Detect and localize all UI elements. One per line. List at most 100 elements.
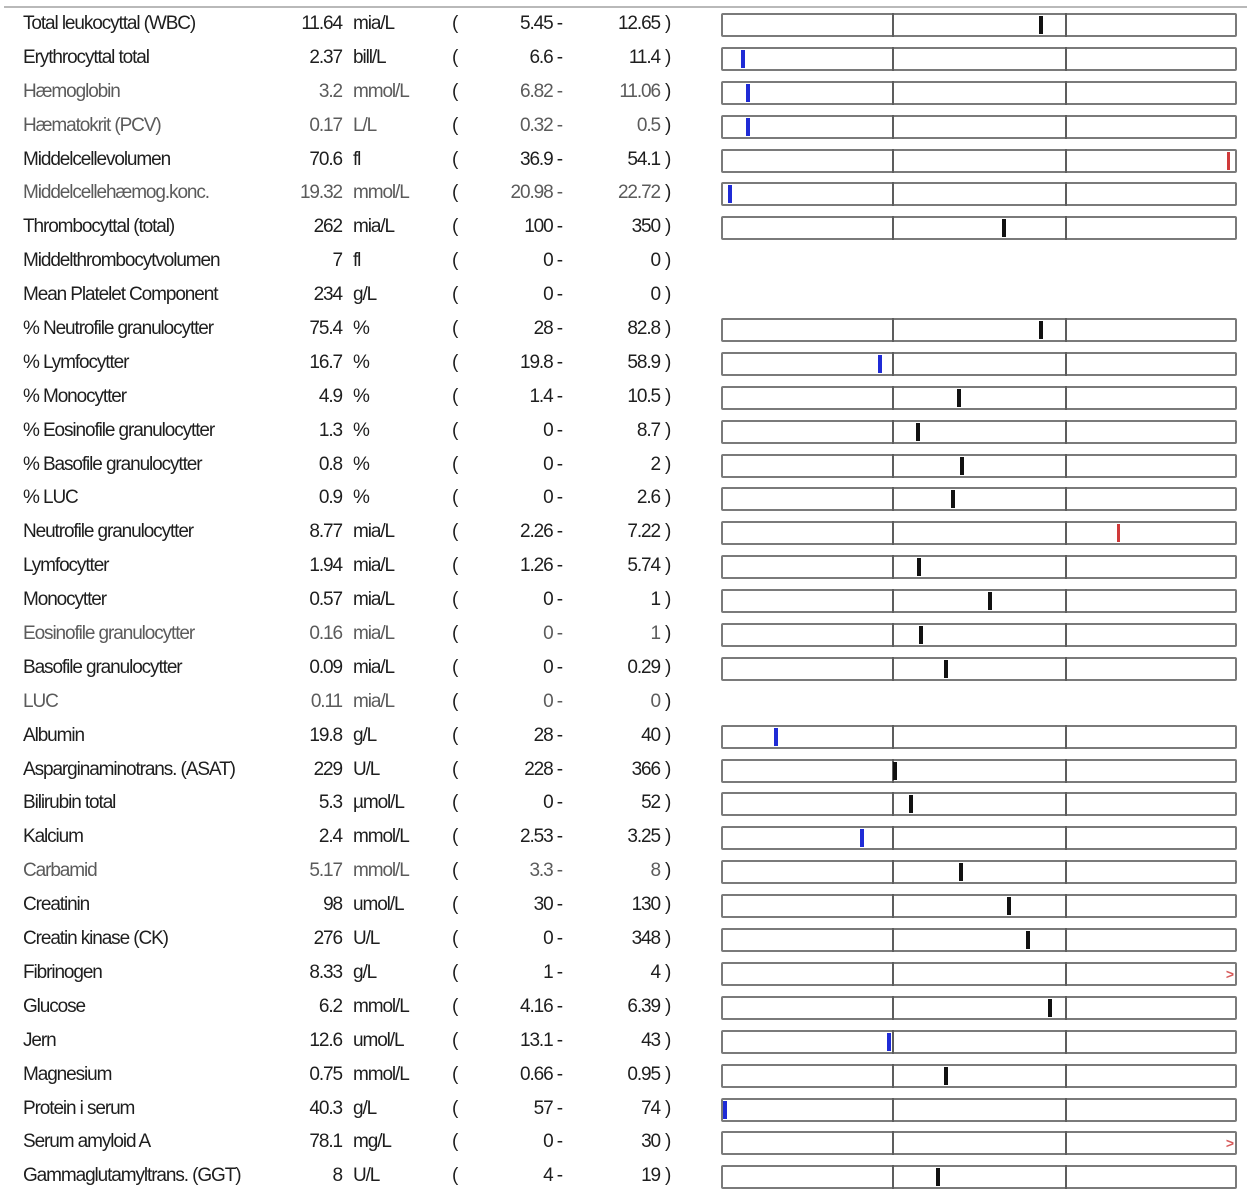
test-name: Jern — [23, 1029, 57, 1051]
range-low-tick — [892, 623, 894, 648]
reference-low: 0 - — [543, 487, 563, 509]
result-unit: mia/L — [353, 589, 395, 611]
table-row: Creatinin 98 umol/L ( 30 - 130 ) — [0, 888, 1247, 922]
test-name: Creatin kinase (CK) — [23, 928, 169, 950]
reference-high: 19 — [641, 1165, 661, 1187]
value-marker — [1002, 219, 1007, 238]
range-open-paren: ( — [452, 1131, 458, 1153]
reference-low: 36.9 - — [520, 148, 563, 170]
reference-range-gauge — [721, 724, 1237, 749]
range-high-tick — [1065, 148, 1067, 173]
reference-range-gauge — [721, 148, 1237, 173]
table-row: Magnesium 0.75 mmol/L ( 0.66 - 0.95 ) — [0, 1058, 1247, 1092]
range-high-tick — [1065, 182, 1067, 207]
range-high-tick — [1065, 1097, 1067, 1122]
reference-low: 57 - — [533, 1097, 563, 1119]
range-open-paren: ( — [452, 656, 458, 678]
reference-low: 0 - — [543, 690, 563, 712]
result-value: 0.17 — [309, 114, 343, 136]
range-low-tick — [892, 894, 894, 919]
test-name: Hæmatokrit (PCV) — [23, 114, 162, 136]
range-close-paren: ) — [665, 182, 671, 204]
result-value: 262 — [313, 216, 344, 238]
reference-low: 0 - — [543, 419, 563, 441]
range-close-paren: ) — [665, 1063, 671, 1085]
result-value: 0.16 — [309, 623, 343, 645]
reference-range-gauge — [721, 1029, 1237, 1054]
result-value: 3.2 — [318, 80, 343, 102]
range-high-tick — [1065, 623, 1067, 648]
test-name: % Monocytter — [23, 385, 127, 407]
table-row: Hæmoglobin 3.2 mmol/L ( 6.82 - 11.06 ) — [0, 75, 1247, 109]
range-open-paren: ( — [452, 690, 458, 712]
result-unit: mmol/L — [353, 182, 410, 204]
range-low-tick — [892, 860, 894, 885]
range-open-paren: ( — [452, 724, 458, 746]
range-high-tick — [1065, 453, 1067, 478]
reference-high: 6.39 — [627, 995, 661, 1017]
result-value: 70.6 — [309, 148, 343, 170]
range-open-paren: ( — [452, 13, 458, 34]
range-open-paren: ( — [452, 216, 458, 238]
result-unit: mia/L — [353, 13, 395, 34]
range-high-tick — [1065, 13, 1067, 37]
high-value-marker — [1226, 151, 1230, 170]
value-marker — [960, 456, 965, 475]
result-unit: % — [353, 419, 370, 441]
range-high-tick — [1065, 724, 1067, 749]
range-open-paren: ( — [452, 419, 458, 441]
reference-high: 10.5 — [627, 385, 661, 407]
range-open-paren: ( — [452, 1029, 458, 1051]
reference-high: 11.4 — [628, 46, 661, 68]
range-high-tick — [1065, 318, 1067, 343]
reference-high: 0.5 — [636, 114, 661, 136]
table-row: Monocytter 0.57 mia/L ( 0 - 1 ) — [0, 583, 1247, 617]
table-row: Basofile granulocytter 0.09 mia/L ( 0 - … — [0, 651, 1247, 685]
table-row: Bilirubin total 5.3 µmol/L ( 0 - 52 ) — [0, 786, 1247, 820]
result-value: 0.75 — [309, 1063, 343, 1085]
low-value-marker — [887, 1032, 892, 1051]
range-close-paren: ) — [665, 894, 671, 916]
range-close-paren: ) — [665, 656, 671, 678]
result-value: 229 — [313, 758, 344, 780]
low-value-marker — [740, 49, 745, 68]
table-row: Middelcellevolumen 70.6 fl ( 36.9 - 54.1… — [0, 143, 1247, 177]
range-low-tick — [892, 1097, 894, 1122]
reference-low: 4.16 - — [520, 995, 563, 1017]
range-close-paren: ) — [665, 385, 671, 407]
reference-range-gauge — [721, 1165, 1237, 1190]
value-marker — [919, 626, 924, 645]
range-open-paren: ( — [452, 46, 458, 68]
test-name: Monocytter — [23, 589, 107, 611]
reference-range-gauge — [721, 826, 1237, 851]
table-row: Thrombocyttal (total) 262 mia/L ( 100 - … — [0, 210, 1247, 244]
result-unit: U/L — [353, 1165, 380, 1187]
reference-low: 6.82 - — [520, 80, 563, 102]
result-unit: µmol/L — [353, 792, 405, 814]
result-value: 5.17 — [309, 860, 343, 882]
result-unit: % — [353, 318, 370, 340]
result-value: 2.4 — [318, 826, 343, 848]
reference-range-gauge — [721, 860, 1237, 885]
range-close-paren: ) — [665, 351, 671, 373]
range-close-paren: ) — [665, 318, 671, 340]
reference-high: 2 — [650, 453, 662, 475]
test-name: Mean Platelet Component — [23, 284, 218, 306]
range-open-paren: ( — [452, 894, 458, 916]
reference-high: 2.6 — [636, 487, 661, 509]
range-low-tick — [892, 1063, 894, 1088]
reference-low: 228 - — [524, 758, 563, 780]
range-high-tick — [1065, 656, 1067, 681]
table-row: Erythrocyttal total 2.37 bill/L ( 6.6 - … — [0, 41, 1247, 75]
range-close-paren: ) — [665, 1029, 671, 1051]
table-row: Middelthrombocytvolumen 7 fl ( 0 - 0 ) — [0, 244, 1247, 278]
reference-range-gauge — [721, 623, 1237, 648]
range-high-tick — [1065, 995, 1067, 1020]
low-value-marker — [773, 727, 778, 746]
reference-range-gauge — [721, 792, 1237, 817]
range-high-tick — [1065, 894, 1067, 919]
test-name: Bilirubin total — [23, 792, 116, 814]
range-open-paren: ( — [452, 80, 458, 102]
reference-high: 0.95 — [627, 1063, 661, 1085]
value-marker — [957, 388, 962, 407]
